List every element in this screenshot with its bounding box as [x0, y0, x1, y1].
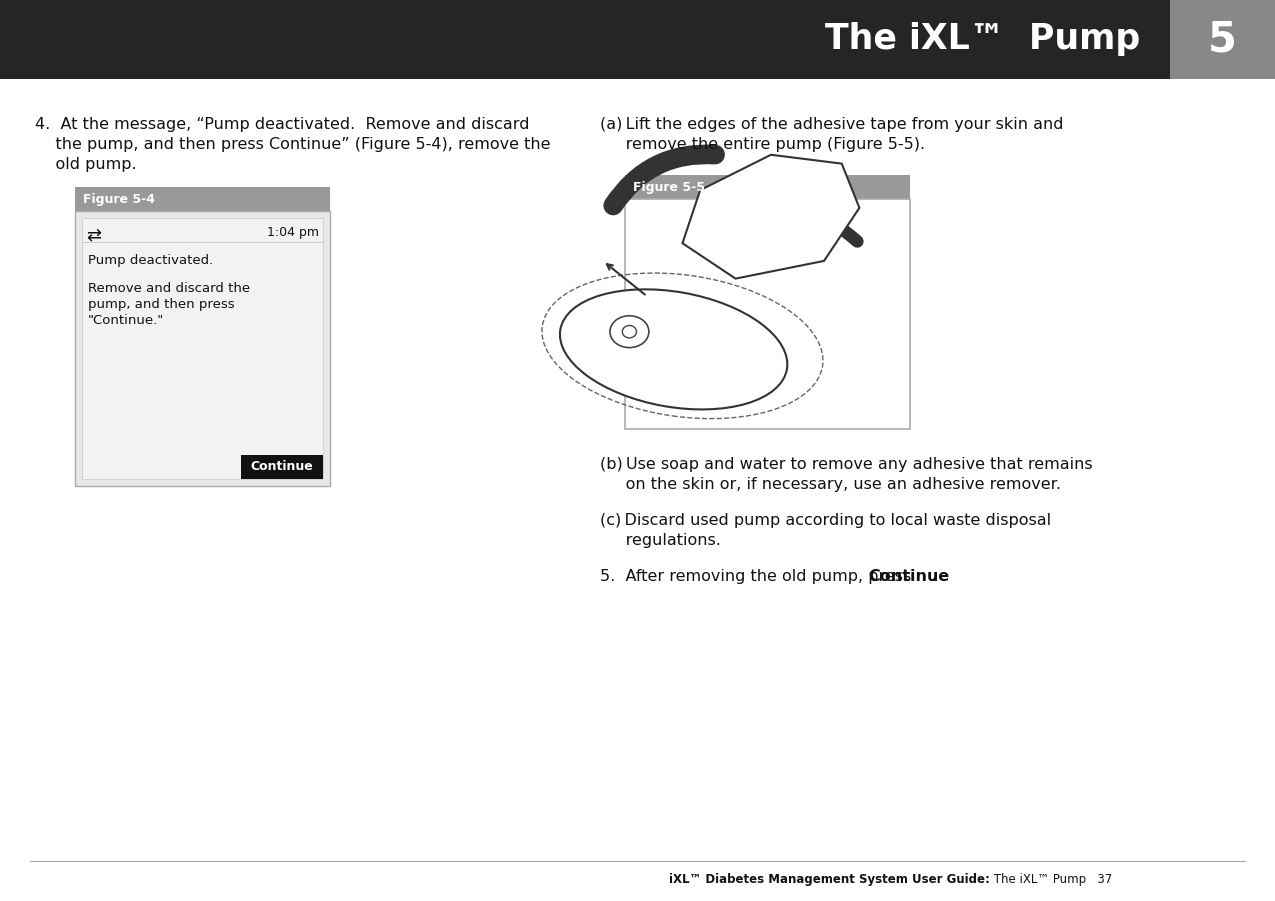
FancyArrowPatch shape — [747, 182, 813, 220]
Text: (c) Discard used pump according to local waste disposal: (c) Discard used pump according to local… — [601, 513, 1051, 528]
Text: pump, and then press: pump, and then press — [88, 298, 235, 311]
Text: Figure 5-5: Figure 5-5 — [632, 180, 705, 194]
Text: Continue: Continue — [251, 460, 314, 474]
Ellipse shape — [622, 325, 636, 338]
Polygon shape — [682, 155, 859, 278]
Text: 5: 5 — [1209, 19, 1237, 60]
Text: 1:04 pm: 1:04 pm — [266, 226, 319, 239]
FancyBboxPatch shape — [625, 199, 910, 429]
Text: remove the entire pump (Figure 5-5).: remove the entire pump (Figure 5-5). — [601, 137, 926, 152]
Text: the pump, and then press Continue” (Figure 5-4), remove the: the pump, and then press Continue” (Figu… — [34, 137, 551, 152]
Bar — [75, 211, 330, 486]
Text: on the skin or, if necessary, use an adhesive remover.: on the skin or, if necessary, use an adh… — [601, 477, 1061, 492]
Text: Figure 5-4: Figure 5-4 — [83, 193, 156, 205]
Text: Pump deactivated.: Pump deactivated. — [88, 254, 213, 267]
Text: Continue: Continue — [868, 569, 950, 584]
Text: (b) Use soap and water to remove any adhesive that remains: (b) Use soap and water to remove any adh… — [601, 457, 1093, 472]
Text: "Continue.": "Continue." — [88, 314, 164, 327]
Text: 5.  After removing the old pump, press: 5. After removing the old pump, press — [601, 569, 917, 584]
Text: old pump.: old pump. — [34, 157, 136, 172]
Text: The iXL™ Pump   37: The iXL™ Pump 37 — [989, 872, 1112, 886]
FancyArrowPatch shape — [720, 190, 787, 223]
Text: regulations.: regulations. — [601, 533, 720, 548]
Bar — [75, 187, 330, 211]
FancyArrowPatch shape — [774, 187, 836, 227]
Text: Remove and discard the: Remove and discard the — [88, 282, 250, 295]
Bar — [1170, 0, 1275, 79]
Bar — [625, 175, 910, 199]
Text: 4.  At the message, “Pump deactivated.  Remove and discard: 4. At the message, “Pump deactivated. Re… — [34, 117, 529, 132]
Text: iXL™ Diabetes Management System User Guide:: iXL™ Diabetes Management System User Gui… — [669, 872, 989, 886]
Text: .: . — [929, 569, 935, 584]
Ellipse shape — [609, 315, 649, 348]
Ellipse shape — [560, 289, 788, 409]
Bar — [82, 218, 323, 479]
Text: The iXL™  Pump: The iXL™ Pump — [825, 23, 1140, 57]
FancyArrowPatch shape — [613, 154, 715, 205]
Text: ⇄: ⇄ — [85, 226, 101, 244]
FancyArrowPatch shape — [799, 200, 857, 241]
Bar — [0, 0, 1170, 79]
Bar — [241, 455, 323, 479]
Text: (a) Lift the edges of the adhesive tape from your skin and: (a) Lift the edges of the adhesive tape … — [601, 117, 1063, 132]
